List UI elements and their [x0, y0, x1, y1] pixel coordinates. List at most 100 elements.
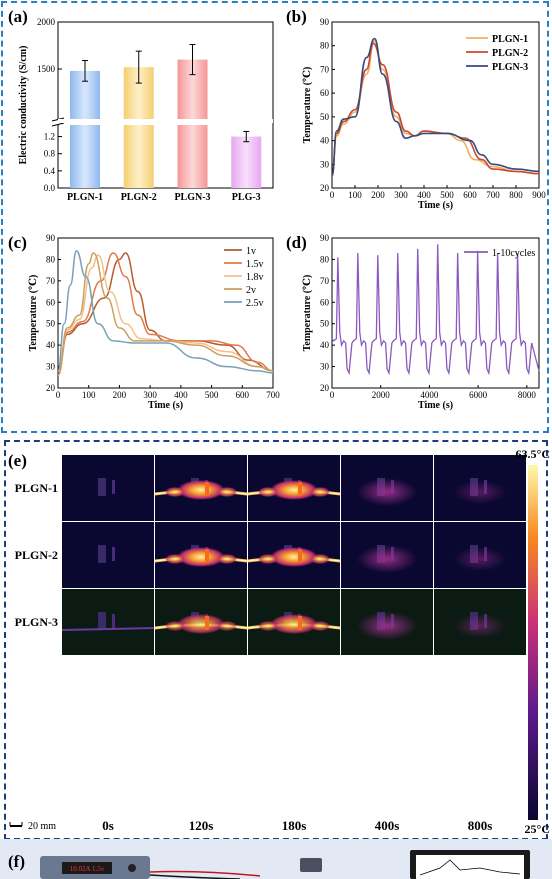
x-tick-label: PLG-3	[232, 192, 261, 203]
series-line	[57, 250, 274, 374]
thermal-grid: PLGN-1 PLGN-2 PLGN-3 0s 120s 180s 400s 800s 63.5…	[9, 447, 550, 836]
bar	[70, 70, 100, 188]
x-tick-label: 400	[417, 190, 431, 200]
series-line	[331, 244, 540, 376]
device-shadow	[98, 478, 106, 496]
series-line	[57, 252, 274, 376]
warm-glow	[454, 614, 506, 638]
hot-spot	[270, 547, 318, 567]
x-tick-label: 6000	[469, 390, 488, 400]
col-label: 800s	[468, 818, 493, 833]
x-tick-label: 900	[532, 190, 546, 200]
y-tick-label: 20	[320, 183, 330, 193]
hot-spot	[217, 487, 237, 497]
legend-label: PLGN-2	[492, 48, 528, 59]
y-tick-label: 70	[320, 64, 330, 74]
plot-area	[331, 21, 540, 189]
x-axis-label: Time (s)	[418, 200, 453, 211]
y-axis-label: Electric conductivity (S/cm)	[18, 46, 29, 165]
hot-spot	[177, 480, 225, 500]
hot-spot	[258, 554, 278, 564]
x-tick-label: 2000	[372, 390, 391, 400]
device-shadow	[98, 612, 106, 630]
plot-area	[331, 237, 540, 389]
hot-spot	[310, 487, 330, 497]
x-tick-label: 100	[82, 390, 96, 400]
thermal-image	[62, 522, 154, 588]
x-tick-label: 500	[205, 390, 219, 400]
y-axis-label: Temperature (℃)	[28, 275, 39, 352]
y-tick-label: 50	[320, 319, 330, 329]
hot-spot	[258, 487, 278, 497]
x-tick-label: 100	[348, 190, 362, 200]
scale-min-label: 25°C	[525, 822, 550, 836]
bar	[231, 136, 262, 188]
plot-area	[57, 21, 274, 189]
y-tick-label: 40	[320, 340, 330, 350]
y-tick-label: 30	[46, 362, 56, 372]
warm-glow	[357, 612, 417, 640]
y-tick-label: 1500	[37, 64, 56, 74]
clip-hot	[205, 549, 209, 563]
clip-hot	[298, 616, 302, 630]
panel-label-f: (f)	[8, 852, 25, 871]
scale-max-label: 63.5°C	[516, 447, 550, 461]
clip-shadow	[112, 547, 115, 561]
warm-glow	[357, 478, 417, 506]
warm-glow	[454, 480, 506, 504]
y-tick-label: 80	[320, 254, 330, 264]
y-tick-label: 80	[46, 254, 56, 264]
row-label: PLGN-1	[15, 481, 58, 495]
y-tick-label: 90	[320, 233, 330, 243]
y-tick-label: 0.8	[44, 149, 56, 159]
legend-label: 2v	[246, 285, 256, 296]
legend-label: 1v	[246, 246, 256, 257]
x-tick-label: 700	[266, 390, 280, 400]
clip-hot	[205, 616, 209, 630]
y-tick-label: 0.4	[44, 166, 56, 176]
y-tick-label: 80	[320, 41, 330, 51]
axis-break-mark	[51, 122, 65, 127]
y-tick-label: 60	[320, 88, 330, 98]
thermal-image	[62, 455, 154, 521]
color-scale-bar	[528, 465, 538, 820]
top-panels-frame	[1, 1, 549, 433]
y-tick-label: 40	[46, 340, 56, 350]
hot-spot	[165, 487, 185, 497]
hot-spot	[270, 614, 318, 634]
x-tick-label: 0	[330, 190, 335, 200]
hot-spot	[310, 621, 330, 631]
clip-hot	[298, 482, 302, 496]
series-line	[331, 40, 540, 177]
x-tick-label: 600	[236, 390, 250, 400]
hot-spot	[310, 554, 330, 564]
scale-bar-label: 20 mm	[28, 821, 56, 832]
chart-d: 0 2000 4000 6000 8000 20 30 40 50 60 70 80 90 Time (s…	[302, 233, 540, 411]
device-shadow	[98, 545, 106, 563]
x-axis-label: Time (s)	[148, 400, 183, 411]
hot-spot	[165, 554, 185, 564]
series-line	[57, 254, 274, 376]
panel-f-illustration: (f)	[0, 839, 552, 879]
warm-glow	[357, 545, 417, 573]
col-label: 0s	[102, 818, 114, 833]
x-tick-label: 600	[463, 190, 477, 200]
chart-c: 0 100 200 300 400 500 600 700 20 30 40 50 60 70 80 90 Ti…	[28, 233, 280, 411]
panel-label-a: (a)	[8, 7, 28, 26]
series-line	[57, 252, 274, 376]
hot-spot	[177, 547, 225, 567]
thermal-image	[62, 589, 154, 655]
hot-spot	[165, 621, 185, 631]
x-tick-label: 0	[56, 390, 61, 400]
cold-strip	[61, 627, 155, 631]
hot-spot	[217, 621, 237, 631]
clip-hot	[205, 482, 209, 496]
legend-label: 2.5v	[246, 298, 264, 309]
col-label: 120s	[189, 818, 214, 833]
legend-label: PLGN-1	[492, 34, 528, 45]
clip-shadow	[112, 614, 115, 628]
y-tick-label: 60	[320, 297, 330, 307]
y-tick-label: 30	[320, 159, 330, 169]
y-tick-label: 90	[320, 17, 330, 27]
